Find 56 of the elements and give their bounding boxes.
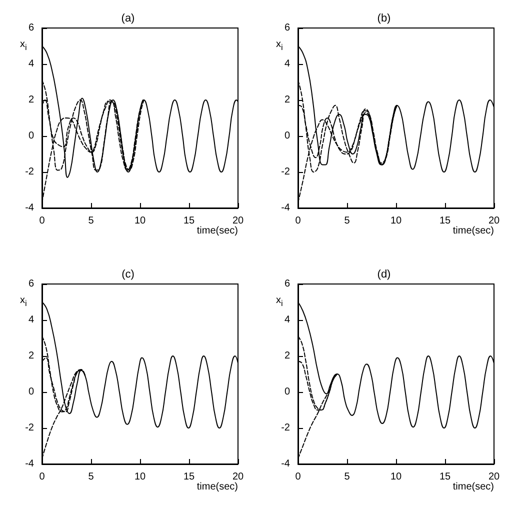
x-tick-label: 15 xyxy=(183,472,195,482)
x-tick-label: 20 xyxy=(488,216,500,226)
y-tick-label: 0 xyxy=(284,386,290,398)
y-tick-label: -4 xyxy=(281,458,290,470)
y-tick-label: 2 xyxy=(284,94,290,106)
x-tick-label: 0 xyxy=(39,472,46,482)
chart-title: (b) xyxy=(377,12,391,24)
y-tick-label: -2 xyxy=(281,422,290,434)
x-tick-label: 20 xyxy=(232,472,244,482)
x-axis-title: time(sec) xyxy=(196,226,238,236)
y-axis-title: x$_{i}$ xyxy=(276,39,283,52)
x-tick-label: 10 xyxy=(134,472,146,482)
chart-title: (d) xyxy=(377,268,391,280)
x-tick-label: 0 xyxy=(39,216,46,226)
y-tick-label: -2 xyxy=(25,422,34,434)
x-tick-label: 10 xyxy=(390,216,402,226)
y-tick-label: -4 xyxy=(281,202,290,214)
x-tick-label: 15 xyxy=(439,472,451,482)
y-tick-label: 6 xyxy=(28,22,34,34)
x-tick-label: 20 xyxy=(488,472,500,482)
x-tick-label: 10 xyxy=(134,216,146,226)
x-tick-label: 5 xyxy=(344,216,350,226)
x-tick-label: 5 xyxy=(344,472,350,482)
y-tick-label: -4 xyxy=(25,202,34,214)
y-tick-label: -2 xyxy=(281,166,290,178)
y-tick-label: -4 xyxy=(25,458,34,470)
y-axis-title: x$_{i}$ xyxy=(20,295,27,308)
y-tick-label: 4 xyxy=(284,314,290,326)
x-tick-label: 5 xyxy=(88,216,94,226)
x-axis-title: time(sec) xyxy=(452,482,494,492)
x-tick-label: 5 xyxy=(88,472,94,482)
y-tick-label: 0 xyxy=(28,386,34,398)
x-axis-title: time(sec) xyxy=(196,482,238,492)
y-tick-label: 2 xyxy=(28,350,34,362)
y-tick-label: 4 xyxy=(28,314,34,326)
x-tick-label: 10 xyxy=(390,472,402,482)
chart-title: (a) xyxy=(121,12,135,24)
y-axis-title: x$_{i}$ xyxy=(20,39,27,52)
y-tick-label: -2 xyxy=(25,166,34,178)
x-tick-label: 15 xyxy=(439,216,451,226)
y-tick-label: 4 xyxy=(28,58,34,70)
y-tick-label: 0 xyxy=(284,130,290,142)
x-tick-label: 0 xyxy=(295,472,302,482)
y-tick-label: 2 xyxy=(284,350,290,362)
x-tick-label: 15 xyxy=(183,216,195,226)
y-tick-label: 2 xyxy=(28,94,34,106)
y-tick-label: 0 xyxy=(28,130,34,142)
y-tick-label: 4 xyxy=(284,58,290,70)
x-axis-title: time(sec) xyxy=(452,226,494,236)
y-tick-label: 6 xyxy=(28,278,34,290)
x-tick-label: 0 xyxy=(295,216,302,226)
chart-title: (c) xyxy=(122,268,134,280)
y-axis-title: x$_{i}$ xyxy=(276,295,283,308)
x-tick-label: 20 xyxy=(232,216,244,226)
y-tick-label: 6 xyxy=(284,22,290,34)
y-tick-label: 6 xyxy=(284,278,290,290)
